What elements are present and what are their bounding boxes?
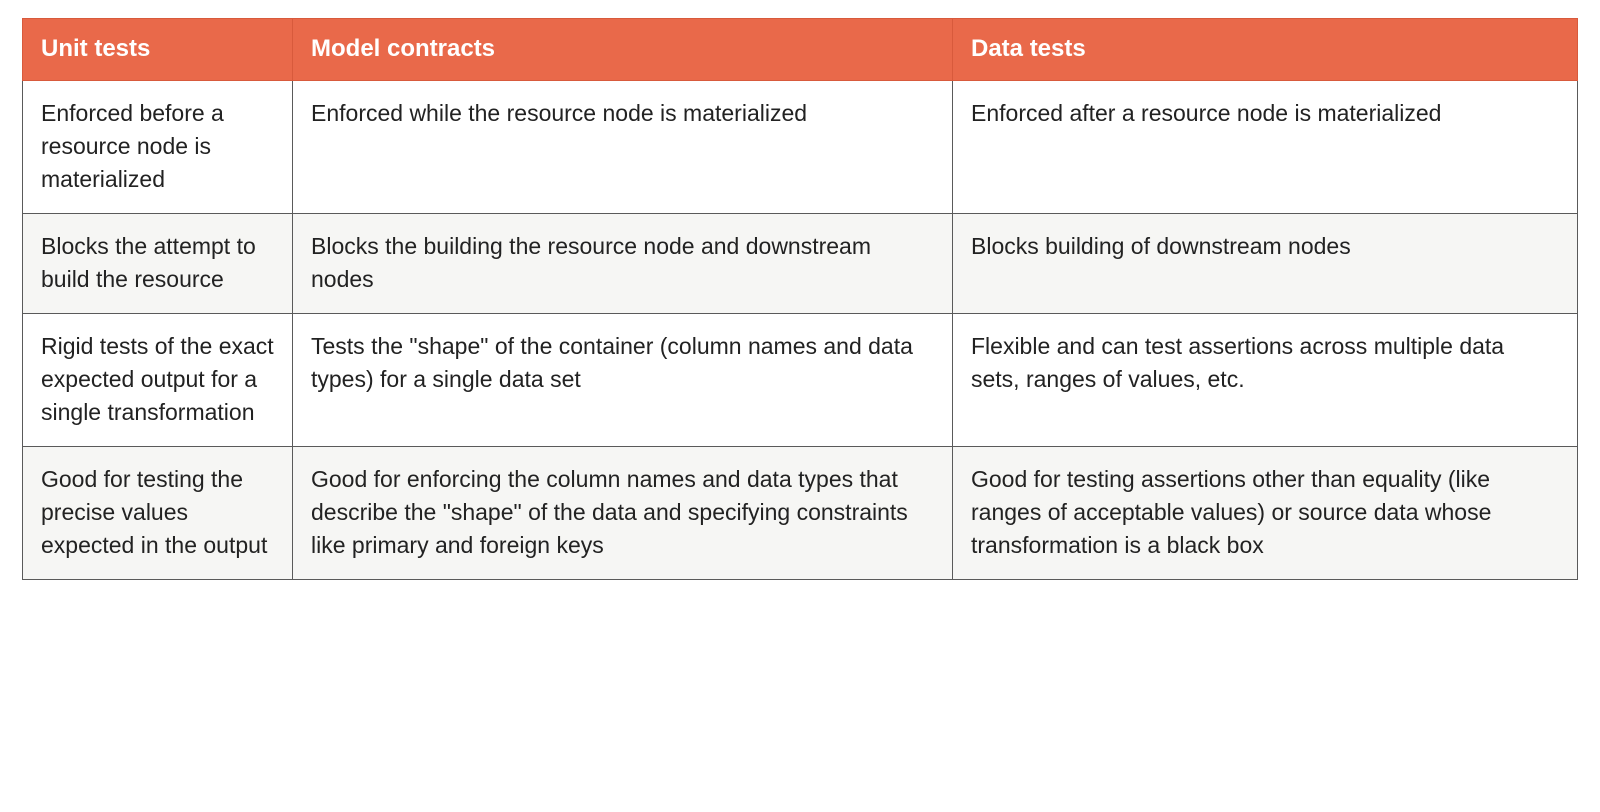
comparison-table: Unit tests Model contracts Data tests En… — [22, 18, 1578, 580]
cell: Blocks building of downstream nodes — [953, 214, 1578, 314]
col-header-model-contracts: Model contracts — [293, 19, 953, 81]
cell: Blocks the building the resource node an… — [293, 214, 953, 314]
cell: Tests the "shape" of the container (colu… — [293, 314, 953, 447]
cell: Rigid tests of the exact expected output… — [23, 314, 293, 447]
cell: Enforced before a resource node is mater… — [23, 81, 293, 214]
cell: Good for testing assertions other than e… — [953, 447, 1578, 580]
cell: Flexible and can test assertions across … — [953, 314, 1578, 447]
table-row: Rigid tests of the exact expected output… — [23, 314, 1578, 447]
table-row: Blocks the attempt to build the resource… — [23, 214, 1578, 314]
cell: Good for enforcing the column names and … — [293, 447, 953, 580]
table-wrapper: Unit tests Model contracts Data tests En… — [0, 0, 1600, 598]
table-row: Enforced before a resource node is mater… — [23, 81, 1578, 214]
col-header-unit-tests: Unit tests — [23, 19, 293, 81]
col-header-data-tests: Data tests — [953, 19, 1578, 81]
cell: Good for testing the precise values expe… — [23, 447, 293, 580]
cell: Blocks the attempt to build the resource — [23, 214, 293, 314]
table-header-row: Unit tests Model contracts Data tests — [23, 19, 1578, 81]
table-row: Good for testing the precise values expe… — [23, 447, 1578, 580]
cell: Enforced after a resource node is materi… — [953, 81, 1578, 214]
cell: Enforced while the resource node is mate… — [293, 81, 953, 214]
